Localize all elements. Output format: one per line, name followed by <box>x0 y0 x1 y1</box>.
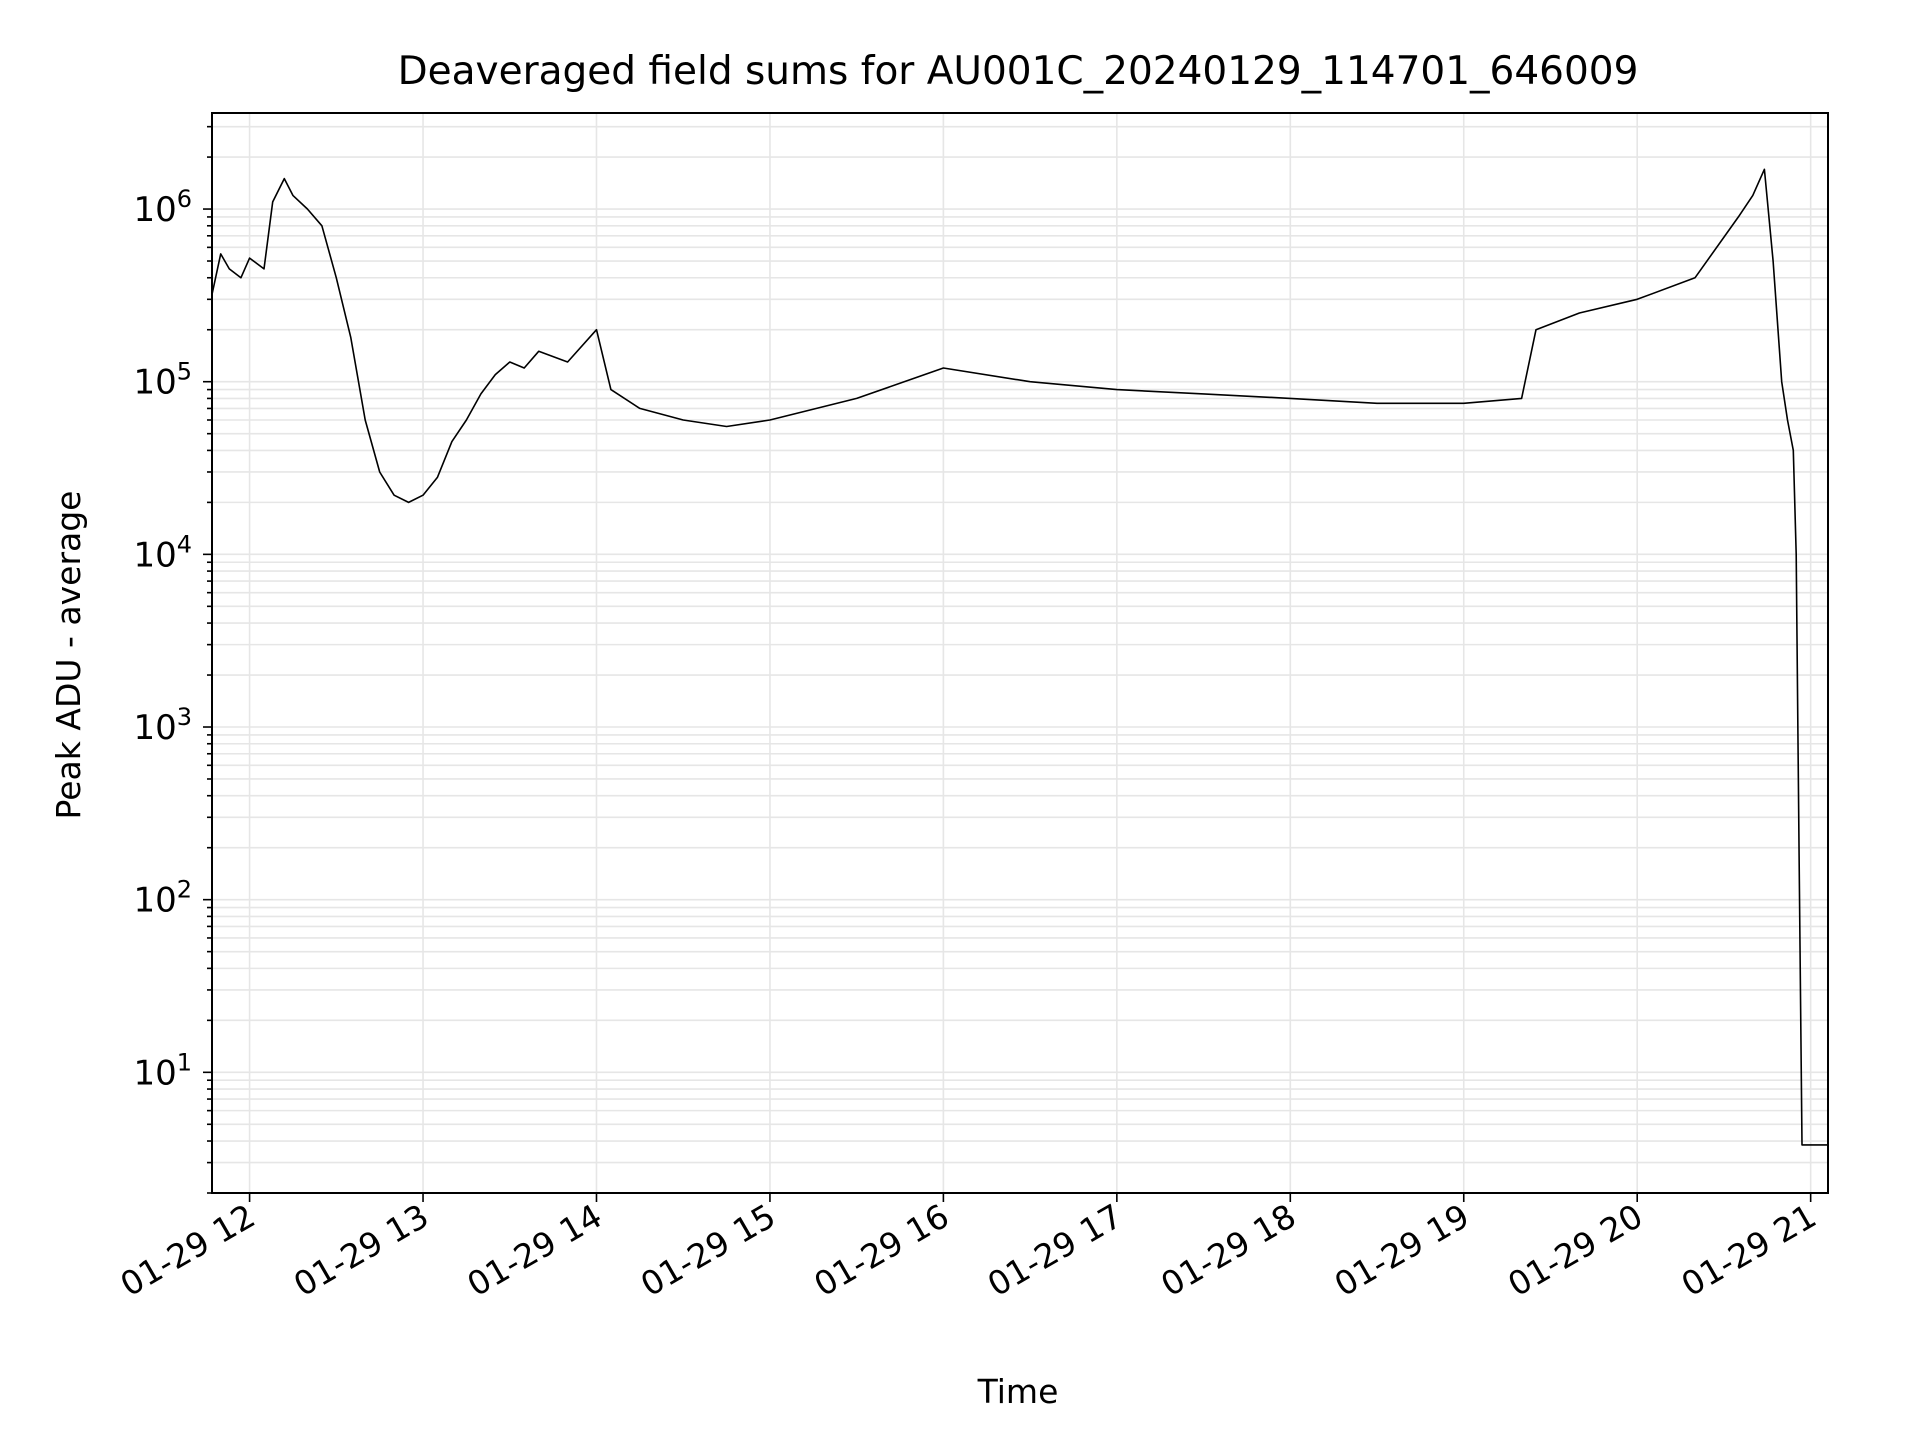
y-axis: 101 102 103 104 105 106 <box>133 125 212 1194</box>
series-line <box>211 168 1828 1146</box>
y-tick-label: 103 <box>133 703 192 748</box>
grid <box>212 113 1828 1194</box>
x-axis-label: Time <box>977 1372 1059 1411</box>
y-tick-label: 101 <box>133 1048 192 1093</box>
series-layer <box>211 168 1828 1146</box>
y-tick-label: 102 <box>133 876 192 921</box>
y-tick-label: 105 <box>133 358 192 403</box>
y-tick-label: 104 <box>133 530 192 575</box>
y-axis-label: Peak ADU - average <box>49 491 88 820</box>
chart-title: Deaveraged field sums for AU001C_2024012… <box>398 49 1639 94</box>
plot-frame <box>211 112 1829 1194</box>
y-tick-label: 106 <box>133 185 192 230</box>
